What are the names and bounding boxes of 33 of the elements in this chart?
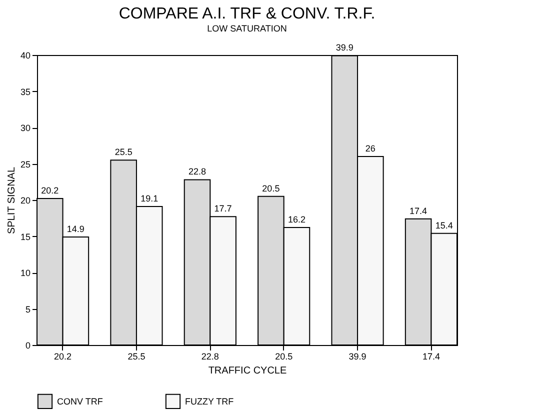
x-axis-title: TRAFFIC CYCLE [208, 366, 287, 376]
x-tick-label: 17.4 [422, 352, 440, 362]
y-tick-label: 20 [20, 196, 30, 206]
y-tick-label: 30 [20, 123, 30, 133]
x-tick-label: 39.9 [348, 352, 366, 362]
x-tick-label: 20.5 [275, 352, 293, 362]
x-tick-label: 22.8 [201, 352, 219, 362]
data-label: 25.5 [114, 147, 132, 158]
chart-title: COMPARE A.I. TRF & CONV. T.R.F. [118, 6, 376, 23]
legend-label: FUZZY TRF [185, 396, 234, 406]
y-axis-title: SPLIT SIGNAL [6, 166, 18, 234]
data-label: 17.4 [410, 206, 428, 216]
data-label: 20.2 [41, 186, 59, 196]
data-label: 14.9 [66, 224, 84, 234]
y-tick-label: 25 [20, 159, 30, 170]
y-tick-label: 10 [20, 268, 30, 278]
x-tick-label: 20.2 [54, 352, 72, 362]
y-tick-label: 35 [20, 86, 30, 97]
x-tick-label: 25.5 [128, 352, 146, 362]
data-label: 16.2 [288, 214, 306, 225]
y-tick-label: 0 [25, 340, 30, 350]
y-tick-label: 15 [20, 232, 30, 242]
data-label: 22.8 [188, 166, 206, 177]
data-label: 15.4 [435, 220, 453, 230]
y-tick-label: 40 [20, 50, 30, 60]
chart-subtitle: LOW SATURATION [207, 24, 287, 34]
data-label: 39.9 [336, 42, 354, 53]
data-label: 20.5 [262, 183, 280, 194]
data-label: 19.1 [140, 194, 158, 204]
data-label: 26 [365, 144, 376, 154]
legend-label: CONV TRF [57, 396, 104, 406]
y-tick-label: 5 [25, 304, 30, 314]
data-label: 17.7 [214, 204, 232, 214]
